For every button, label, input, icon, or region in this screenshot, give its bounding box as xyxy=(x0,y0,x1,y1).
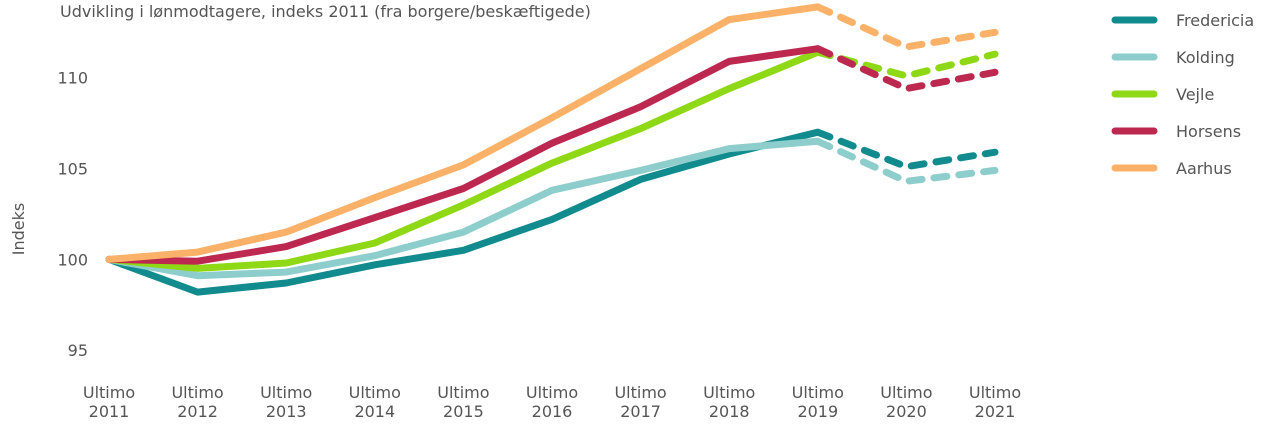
series-projection-aarhus xyxy=(818,7,995,47)
x-tick-line-2: 2017 xyxy=(620,402,661,421)
x-tick-line-1: Ultimo xyxy=(526,383,578,402)
x-tick-line-2: 2021 xyxy=(975,402,1016,421)
x-tick-line-2: 2012 xyxy=(177,402,218,421)
x-tick-line-1: Ultimo xyxy=(437,383,489,402)
y-tick-label: 110 xyxy=(57,69,88,88)
legend-label-fredericia: Fredericia xyxy=(1176,11,1254,30)
y-axis-ticks: 95 100 105 110 xyxy=(57,69,88,360)
series-lines xyxy=(109,7,995,292)
series-projection-fredericia xyxy=(818,132,995,167)
x-tick-line-1: Ultimo xyxy=(792,383,844,402)
x-tick-line-1: Ultimo xyxy=(880,383,932,402)
chart-subtitle: Udvikling i lønmodtagere, indeks 2011 (f… xyxy=(60,2,591,21)
x-tick-line-2: 2016 xyxy=(532,402,573,421)
legend-label-kolding: Kolding xyxy=(1176,48,1235,67)
x-tick-line-2: 2014 xyxy=(354,402,395,421)
x-tick-line-1: Ultimo xyxy=(614,383,666,402)
x-tick-line-2: 2013 xyxy=(266,402,307,421)
y-tick-label: 95 xyxy=(68,341,88,360)
x-tick-line-2: 2020 xyxy=(886,402,927,421)
y-axis-title: Indeks xyxy=(9,203,28,255)
series-projection-horsens xyxy=(818,49,995,89)
legend-label-vejle: Vejle xyxy=(1176,85,1214,104)
x-tick-line-2: 2011 xyxy=(89,402,130,421)
y-tick-label: 105 xyxy=(57,160,88,179)
x-tick-line-2: 2018 xyxy=(709,402,750,421)
x-tick-line-2: 2015 xyxy=(443,402,484,421)
y-tick-label: 100 xyxy=(57,250,88,269)
legend: Fredericia Kolding Vejle Horsens Aarhus xyxy=(1115,11,1254,178)
series-line-aarhus xyxy=(109,7,818,260)
legend-label-horsens: Horsens xyxy=(1176,122,1241,141)
x-tick-line-1: Ultimo xyxy=(703,383,755,402)
x-tick-line-1: Ultimo xyxy=(969,383,1021,402)
x-tick-line-1: Ultimo xyxy=(260,383,312,402)
x-tick-line-1: Ultimo xyxy=(83,383,135,402)
legend-label-aarhus: Aarhus xyxy=(1176,159,1232,178)
series-projection-kolding xyxy=(818,141,995,181)
x-tick-line-1: Ultimo xyxy=(171,383,223,402)
x-tick-line-1: Ultimo xyxy=(349,383,401,402)
x-tick-line-2: 2019 xyxy=(797,402,838,421)
